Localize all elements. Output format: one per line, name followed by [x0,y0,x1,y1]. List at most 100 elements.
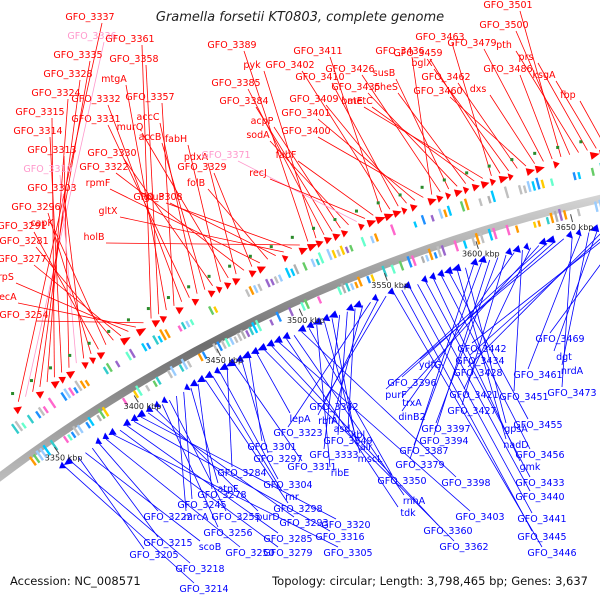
leader-line-plus [579,100,600,138]
gene-label-minus: nadD [503,440,528,451]
leader-line-plus [329,56,382,213]
gene-category-bar [132,390,140,399]
gene-category-bar [216,341,224,352]
leader-line-minus [263,349,455,542]
gene-category-bar [381,265,388,278]
gene-label-plus: GFO_3462 [421,72,470,83]
leader-line-minus [64,466,195,584]
plus-strand-gene-arrow [436,195,444,203]
gene-label-minus: GFO_3298 [273,504,322,515]
genome-title: Gramella forsetii KT0803, complete genom… [155,10,445,25]
leader-line-plus [397,92,467,184]
gene-category-bar [159,328,167,341]
gene-label-minus: ydfG [419,360,441,371]
gene-label-plus: batE [341,96,363,107]
minus-strand-gene-arrow [136,409,146,418]
gene-label-plus: GFO_3337 [65,12,114,23]
minus-strand-gene-arrow [312,317,323,325]
gene-label-plus: recJ [249,168,267,179]
gene-label-plus: GFO_3426 [325,64,374,75]
gene-category-bar [73,386,79,394]
trna-marker [442,178,446,182]
leader-line-minus [331,318,357,442]
leader-line-minus [205,379,289,504]
gene-label-minus: mscL [358,454,383,465]
trna-marker [248,254,252,258]
leader-line-plus [63,155,70,368]
plus-strand-gene-arrow [340,230,349,238]
gene-category-bar [557,208,564,221]
gene-category-bar [316,295,323,304]
leader-line-plus [325,104,407,204]
leader-line-plus [555,80,597,149]
gene-label-plus: dxs [470,84,487,95]
gene-category-bar [14,420,24,432]
leader-line-plus [371,106,475,182]
minus-strand-gene-arrow [421,275,429,283]
gene-label-plus: pyk [243,60,261,71]
gene-category-bar [420,214,427,225]
scale-tick [383,272,388,281]
leader-line-minus [401,289,533,532]
gene-category-bar [540,179,546,189]
gene-label-plus: GFO_3329 [177,162,226,173]
leader-line-plus [141,44,152,319]
gene-label-plus: fabH [165,134,187,145]
gene-category-bar [490,190,497,203]
minus-strand-gene-arrow [328,310,339,318]
gene-category-bar [293,264,300,275]
gene-category-bar [68,387,76,397]
gene-label-plus: trpS [0,272,14,283]
gene-label-plus: GFO_3291 [0,221,47,232]
leader-line-minus [241,360,269,454]
leader-line-minus [154,408,259,512]
gene-category-bar [21,422,27,429]
minus-strand-gene-arrow [444,266,454,274]
leader-line-minus [105,438,241,548]
leader-line-minus [78,457,145,550]
leader-line-minus [176,395,187,512]
plus-strand-gene-arrow [281,255,289,263]
gene-label-minus: ribE [331,468,350,479]
leader-line-plus [47,212,92,354]
gene-label-plus: GFO_3328 [43,69,92,80]
gene-label-minus: atpF [217,484,238,495]
gene-label-plus: GFO_3460 [413,86,462,97]
leader-line-plus [255,106,333,232]
leader-line-plus [429,58,501,174]
gene-category-bar [410,255,417,267]
plus-strand-gene-arrow [120,337,131,346]
minus-strand-gene-arrow [154,400,161,408]
minus-strand-gene-arrow [145,405,154,412]
gene-label-plus: GFO_3400 [281,126,330,137]
gene-category-bar [169,365,177,377]
gene-category-bar [207,305,215,316]
gene-label-minus: GFO_3461 [513,370,562,381]
gene-label-minus: GFO_3396 [387,378,436,389]
gene-label-minus: GFO_3362 [439,542,488,553]
gene-label-minus: scoB [199,542,222,553]
plus-strand-gene-arrow [315,240,324,248]
gene-category-bar [487,228,494,241]
gene-category-bar [220,340,227,350]
gene-category-bar [373,233,380,242]
gene-label-minus: GFO_3469 [535,334,584,345]
leader-line-minus [549,264,600,334]
plus-strand-gene-arrow [383,213,394,222]
gene-category-bar [532,221,537,229]
gene-label-minus: GFO_3440 [515,492,564,503]
gene-category-bar [236,332,243,342]
gene-label-plus: GFO_3310 [23,164,72,175]
minus-strand-gene-arrow [297,324,307,332]
gene-label-plus: GFO_3332 [71,94,120,105]
trna-marker [556,145,560,149]
scale-tick [570,214,574,223]
minus-strand-gene-arrow [478,255,487,263]
leader-line-minus [317,298,379,416]
leader-line-minus [467,233,600,368]
gene-category-bar [487,195,492,204]
gene-category-bar [553,210,559,223]
gene-category-bar [427,248,434,261]
gene-category-bar [562,210,568,220]
gene-category-bar [26,414,35,424]
